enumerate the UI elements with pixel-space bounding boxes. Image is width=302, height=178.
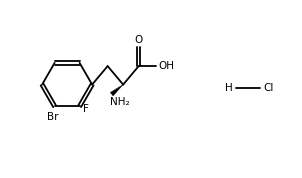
Text: F: F [83,104,89,114]
Text: Cl: Cl [263,83,274,93]
Text: Br: Br [47,112,59,122]
Text: H: H [225,83,233,93]
Text: NH₂: NH₂ [110,97,130,107]
Text: OH: OH [158,61,174,71]
Polygon shape [110,85,123,96]
Text: O: O [135,35,143,45]
